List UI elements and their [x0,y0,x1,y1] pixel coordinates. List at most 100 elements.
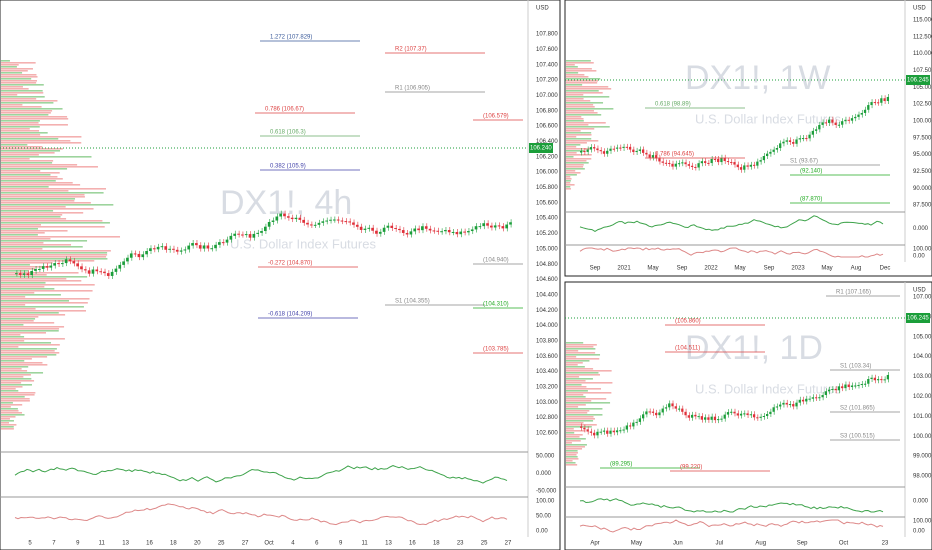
volume-profile-bar [1,118,69,120]
volume-profile-bar [1,60,10,62]
volume-profile-bar [566,162,589,164]
oscillator-line [579,247,884,258]
volume-profile-bar [566,84,583,86]
volume-profile-bar [566,414,603,416]
candle [628,146,632,150]
volume-profile-bar [1,174,51,176]
candle [260,231,263,233]
volume-profile-bar [566,172,581,174]
volume-profile-bar [1,92,44,94]
volume-profile-bar [1,230,68,232]
volume-profile-bar [1,194,85,196]
candle [635,150,638,153]
candle [844,384,847,389]
price-tag-bg [529,143,553,153]
volume-profile-bar [1,368,22,370]
candle [883,379,886,381]
price-tick-label: 110.000 [913,51,932,57]
volume-profile-bar [566,362,583,364]
level-label: -0.272 (104.870) [268,261,312,267]
candle [867,379,870,384]
osc-tick-label: 100.00 [913,519,932,525]
volume-profile-bar [566,114,602,116]
candle [850,118,854,121]
volume-profile-bar [1,250,111,252]
candle [606,430,609,434]
candle [873,377,876,381]
price-tick-label: 106.400 [536,139,558,145]
candle [589,147,593,150]
candle [684,162,687,165]
volume-profile-bar [1,122,39,124]
volume-profile-bar [566,422,584,424]
volume-profile-bar [1,408,18,410]
volume-profile-bar [566,364,578,366]
candle [336,219,340,221]
volume-profile-bar [1,426,14,428]
candle [847,119,850,121]
volume-profile-bar [566,400,592,402]
volume-profile-bar [566,112,598,114]
candle [886,96,890,102]
candle [606,150,609,154]
candle [870,377,873,380]
volume-profile-bar [566,154,592,156]
candle [687,164,690,166]
candle [658,158,661,162]
volume-profile-bar [1,76,38,78]
candle [474,226,478,230]
volume-profile-bar [1,228,38,230]
volume-profile-bar [566,82,598,84]
volume-profile-bar [1,136,82,138]
volume-profile-bar [1,106,42,108]
volume-profile-bar [1,120,40,122]
candle [655,155,658,159]
date-label: 2023 [791,266,805,272]
candle [648,411,651,413]
volume-profile-bar [566,406,579,408]
level-label: (89.295) [610,462,632,468]
candle [214,244,217,249]
volume-profile-bar [1,172,60,174]
candle [782,141,785,144]
volume-profile-bar [566,152,577,154]
candle [867,105,870,110]
volume-profile-bar [1,372,44,374]
candle [863,109,867,113]
date-label: Sep [797,541,808,547]
candle [409,231,413,235]
volume-profile-bar [566,62,594,64]
date-label: May [647,266,658,272]
candle [275,216,279,221]
candle [313,224,317,226]
candle [775,148,779,150]
osc-tick-label: 0.000 [913,226,929,232]
volume-profile-bar [566,74,585,76]
volume-profile-bar [566,386,587,388]
price-tick-label: 107.800 [536,32,558,38]
candle [586,149,589,152]
volume-profile-bar [1,102,54,104]
candle [697,163,700,168]
candle [632,422,635,427]
volume-profile-bar [1,178,63,180]
candle [726,161,730,163]
candle [772,149,775,152]
volume-profile-bar [566,116,582,118]
oscillator-line [579,215,884,232]
price-tick-label: 106.200 [536,154,558,160]
volume-profile-bar [1,182,73,184]
price-tick-label: 103.000 [536,400,558,406]
volume-profile-bar [1,184,81,186]
volume-profile-bar [1,242,44,244]
candle [805,138,808,140]
candle [26,273,30,276]
candle [436,230,440,232]
volume-profile-bar [1,188,106,190]
candle [664,407,668,409]
candle [609,148,612,151]
price-tick-label: 106.000 [536,170,558,176]
candle [795,139,798,144]
candle [30,270,34,276]
candle [191,243,194,246]
